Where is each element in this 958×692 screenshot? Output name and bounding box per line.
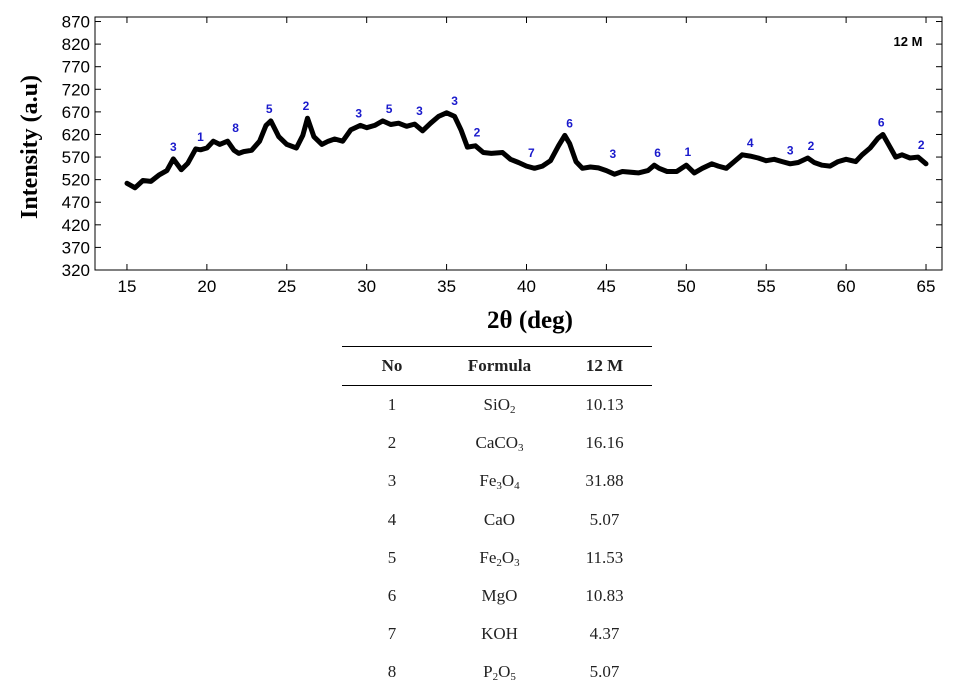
y-tick-label: 770 (62, 58, 90, 77)
row-no: 5 (387, 547, 397, 567)
peak-label: 1 (685, 145, 692, 159)
y-tick-label: 520 (62, 171, 90, 190)
table-row: 4 CaO 5.07 (342, 501, 652, 539)
y-tick-label: 670 (62, 103, 90, 122)
peak-label: 2 (303, 99, 310, 113)
table-row: 6 MgO 10.83 (342, 577, 652, 615)
peak-label: 3 (170, 140, 177, 154)
row-value: 5.07 (589, 509, 620, 529)
y-tick-label: 470 (62, 193, 90, 212)
x-tick-label: 30 (357, 277, 376, 296)
row-formula: KOH (481, 624, 518, 644)
x-tick-label: 35 (437, 277, 456, 296)
row-no: 4 (387, 509, 397, 529)
row-value: 16.16 (585, 433, 624, 453)
x-tick-label: 65 (917, 277, 936, 296)
row-formula: SiO2 (483, 395, 516, 417)
x-tick-label: 25 (277, 277, 296, 296)
x-tick-label: 15 (118, 277, 137, 296)
peak-label: 3 (355, 106, 362, 120)
tick-labels: 15 20 25 30 35 40 45 50 55 60 65320370420470520570… (62, 13, 936, 296)
x-tick-label: 60 (837, 277, 856, 296)
y-tick-label: 870 (62, 13, 90, 32)
peak-label: 7 (528, 146, 535, 160)
table-row: 1 SiO2 10.13 (342, 386, 652, 425)
row-no: 2 (387, 433, 397, 453)
row-value: 4.37 (589, 624, 620, 644)
table-row: 8 P2O5 5.07 (342, 653, 652, 691)
peak-label: 5 (386, 102, 393, 116)
peak-label: 2 (918, 138, 925, 152)
x-tick-label: 40 (517, 277, 536, 296)
x-tick-label: 55 (757, 277, 776, 296)
xrd-pattern-line (124, 110, 929, 191)
row-formula: Fe2O3 (479, 547, 520, 569)
peak-label: 5 (266, 102, 273, 116)
y-tick-label: 420 (62, 216, 90, 235)
x-tick-label: 45 (597, 277, 616, 296)
tick-marks (95, 17, 942, 271)
row-formula: CaCO3 (475, 433, 524, 455)
y-tick-label: 620 (62, 125, 90, 144)
x-tick-label: 20 (197, 277, 216, 296)
row-no: 1 (387, 395, 397, 415)
axes (94, 16, 943, 271)
row-no: 3 (387, 471, 397, 491)
row-formula: Fe3O4 (479, 471, 520, 493)
y-tick-label: 720 (62, 80, 90, 99)
row-no: 6 (387, 586, 397, 606)
peak-label: 4 (747, 136, 754, 150)
row-formula: P2O5 (483, 662, 516, 684)
row-formula: MgO (481, 586, 518, 606)
series-layer (124, 110, 929, 191)
table-row: 3 Fe3O4 31.88 (342, 462, 652, 500)
row-no: 7 (387, 624, 397, 644)
table-row: 7 KOH 4.37 (342, 615, 652, 653)
xrd-chart: 15 20 25 30 35 40 45 50 55 60 65320370420470520570… (17, 13, 943, 334)
y-tick-label: 320 (62, 261, 90, 280)
peak-label: 3 (609, 147, 616, 161)
header-formula: Formula (467, 356, 532, 375)
table-header-row: No Formula 12 M (342, 346, 652, 386)
row-value: 11.53 (585, 547, 624, 567)
x-axis-title: 2θ (deg) (487, 307, 573, 334)
row-value: 10.83 (585, 586, 624, 606)
y-tick-label: 820 (62, 35, 90, 54)
peak-label: 1 (197, 130, 204, 144)
peak-label: 3 (787, 143, 794, 157)
header-value: 12 M (585, 356, 624, 375)
row-value: 31.88 (585, 471, 624, 491)
x-tick-label: 50 (677, 277, 696, 296)
peak-label: 2 (474, 125, 481, 139)
peak-label: 3 (416, 104, 423, 118)
y-axis-title: Intensity (a.u) (17, 75, 43, 219)
sample-label: 12 M (894, 34, 923, 49)
peak-label: 6 (878, 115, 885, 129)
row-formula: CaO (483, 509, 516, 529)
table-row: 5 Fe2O3 11.53 (342, 539, 652, 577)
row-value: 10.13 (585, 395, 624, 415)
row-no: 8 (387, 662, 397, 682)
y-tick-label: 570 (62, 148, 90, 167)
phase-table: No Formula 12 M 1 SiO2 10.13 2 CaCO3 16.… (342, 346, 652, 692)
peak-label: 6 (566, 116, 573, 130)
peak-label: 3 (451, 94, 458, 108)
row-value: 5.07 (589, 662, 620, 682)
peak-label: 2 (808, 139, 815, 153)
plot-frame (94, 16, 943, 271)
peak-label: 6 (654, 146, 661, 160)
y-tick-label: 370 (62, 238, 90, 257)
peak-label: 8 (232, 121, 239, 135)
header-no: No (381, 356, 403, 375)
table-row: 2 CaCO3 16.16 (342, 424, 652, 462)
